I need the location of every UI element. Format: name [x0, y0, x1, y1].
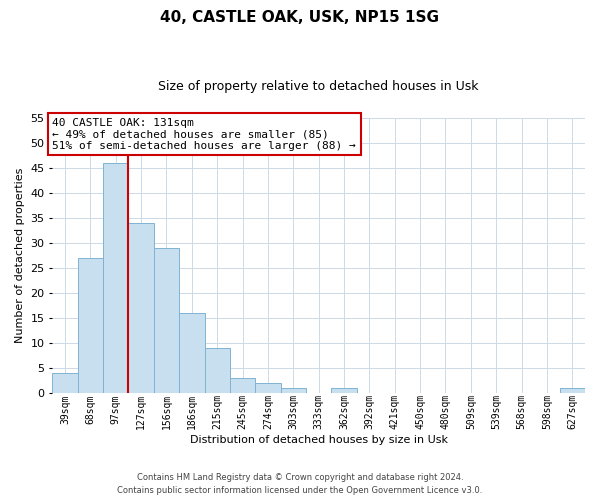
Text: Contains HM Land Registry data © Crown copyright and database right 2024.
Contai: Contains HM Land Registry data © Crown c… — [118, 474, 482, 495]
Text: 40 CASTLE OAK: 131sqm
← 49% of detached houses are smaller (85)
51% of semi-deta: 40 CASTLE OAK: 131sqm ← 49% of detached … — [52, 118, 356, 151]
Text: 40, CASTLE OAK, USK, NP15 1SG: 40, CASTLE OAK, USK, NP15 1SG — [161, 10, 439, 25]
Bar — [154, 248, 179, 393]
Bar — [331, 388, 357, 393]
Bar — [560, 388, 585, 393]
Bar — [52, 373, 77, 393]
Bar — [179, 313, 205, 393]
Bar — [230, 378, 255, 393]
Bar — [77, 258, 103, 393]
X-axis label: Distribution of detached houses by size in Usk: Distribution of detached houses by size … — [190, 435, 448, 445]
Title: Size of property relative to detached houses in Usk: Size of property relative to detached ho… — [158, 80, 479, 93]
Bar — [128, 223, 154, 393]
Bar — [281, 388, 306, 393]
Bar — [205, 348, 230, 393]
Bar — [103, 163, 128, 393]
Bar — [255, 383, 281, 393]
Y-axis label: Number of detached properties: Number of detached properties — [15, 168, 25, 343]
